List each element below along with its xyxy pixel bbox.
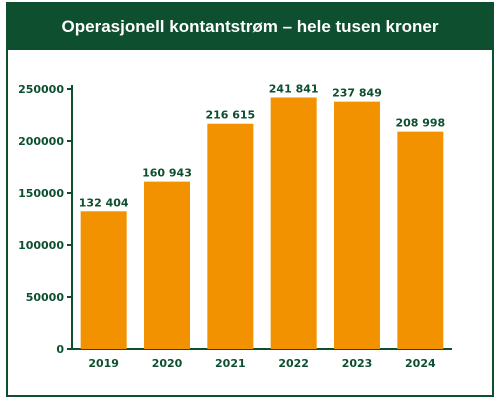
y-tick-label: 50000 bbox=[26, 291, 65, 304]
y-tick-label: 150000 bbox=[18, 187, 64, 200]
data-labels: 132 404 160 943 216 615 241 841 237 849 208 9… bbox=[79, 82, 445, 209]
y-tick-label: 250000 bbox=[18, 83, 64, 96]
y-tick-label: 0 bbox=[56, 343, 64, 356]
bar-2022 bbox=[270, 97, 317, 350]
data-label-2023: 237 849 bbox=[332, 87, 382, 100]
x-tick-label: 2020 bbox=[152, 357, 183, 370]
x-tick-label: 2023 bbox=[342, 357, 373, 370]
bar-2023 bbox=[334, 101, 380, 349]
y-tick-label: 200000 bbox=[18, 135, 64, 148]
chart-title: Operasjonell kontantstrøm – hele tusen k… bbox=[8, 4, 492, 50]
data-label-2021: 216 615 bbox=[205, 109, 255, 122]
bars bbox=[80, 97, 444, 350]
x-tick-label: 2019 bbox=[88, 357, 119, 370]
x-tick-label: 2022 bbox=[278, 357, 309, 370]
bar-2019 bbox=[80, 211, 127, 349]
data-label-2022: 241 841 bbox=[269, 82, 319, 95]
bar-2020 bbox=[144, 181, 190, 349]
y-axis: 0 50000 100000 150000 200000 250000 bbox=[18, 83, 73, 356]
x-axis: 2019 2020 2021 2022 2023 2024 bbox=[72, 348, 452, 370]
data-label-2019: 132 404 bbox=[79, 196, 129, 209]
x-tick-label: 2021 bbox=[215, 357, 246, 370]
bar-2021 bbox=[207, 123, 254, 349]
x-tick-label: 2024 bbox=[405, 357, 436, 370]
bar-2024 bbox=[397, 131, 444, 349]
data-label-2020: 160 943 bbox=[142, 167, 192, 180]
data-label-2024: 208 998 bbox=[395, 117, 445, 130]
y-tick-label: 100000 bbox=[18, 239, 64, 252]
